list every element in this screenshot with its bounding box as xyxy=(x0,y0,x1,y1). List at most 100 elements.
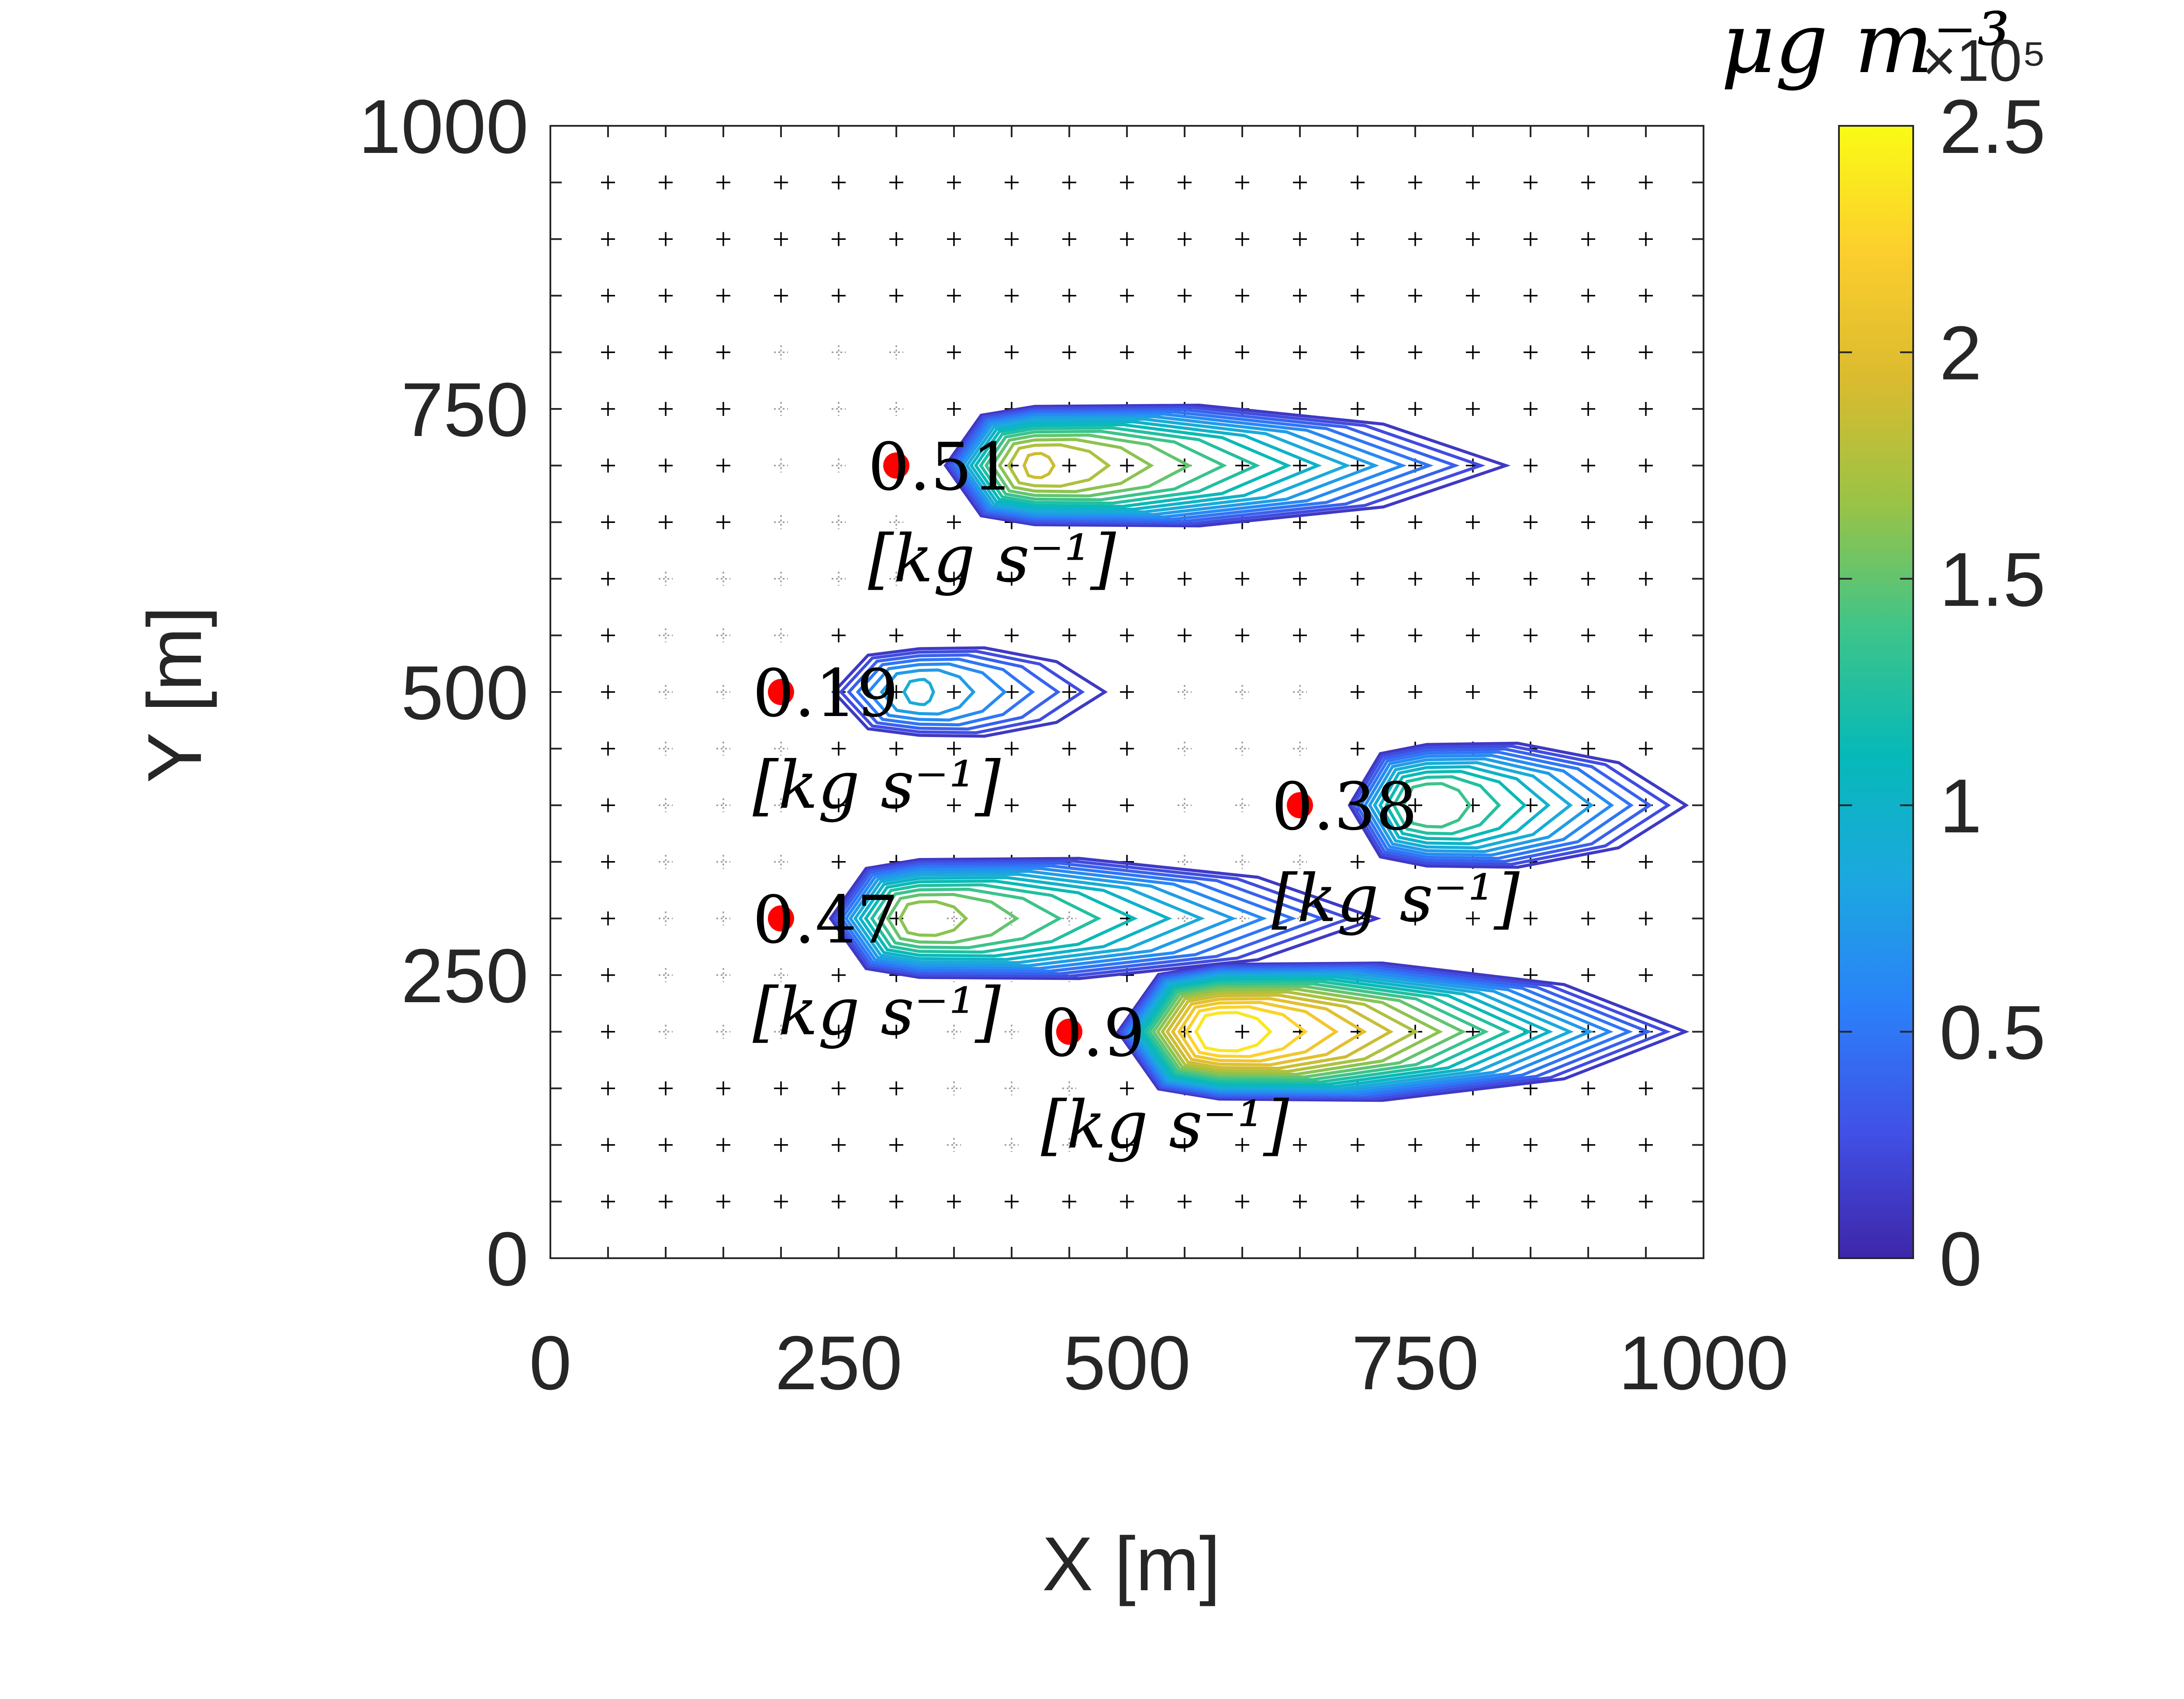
contour-line xyxy=(1402,782,1472,829)
wind-marker xyxy=(1466,911,1480,926)
contour-line xyxy=(1124,967,1633,1097)
wind-marker xyxy=(1062,288,1076,303)
x-tick-label: 500 xyxy=(1063,1321,1191,1406)
wind-marker xyxy=(1581,1081,1595,1096)
wind-marker xyxy=(947,571,961,586)
wind-marker xyxy=(1466,232,1480,246)
wind-marker xyxy=(1639,515,1653,529)
contour-line xyxy=(943,403,1511,528)
wind-marker xyxy=(832,175,846,190)
wind-marker xyxy=(1062,685,1076,699)
wind-marker xyxy=(889,798,903,813)
contour-line xyxy=(1351,744,1671,866)
wind-marker xyxy=(1466,288,1480,303)
wind-marker xyxy=(1466,1194,1480,1209)
wind-marker xyxy=(1408,402,1422,416)
wind-marker xyxy=(832,798,846,813)
wind-marker xyxy=(1293,232,1307,246)
wind-marker xyxy=(601,911,615,926)
contour-line xyxy=(950,408,1460,523)
x-tick-labels: 0 250 500 750 1000 xyxy=(529,1321,1788,1406)
wind-marker xyxy=(1524,571,1538,586)
wind-marker xyxy=(1408,1194,1422,1209)
wind-marker xyxy=(1639,628,1653,643)
wind-marker xyxy=(1581,968,1595,982)
wind-marker xyxy=(659,1194,673,1209)
contour-line xyxy=(880,668,976,716)
wind-marker xyxy=(1351,288,1365,303)
wind-marker xyxy=(601,1081,615,1096)
wind-marker xyxy=(1524,685,1538,699)
wind-marker xyxy=(601,345,615,360)
wind-marker xyxy=(1408,628,1422,643)
wind-marker xyxy=(716,515,730,529)
contour-line xyxy=(1133,973,1574,1090)
wind-marker xyxy=(832,968,846,982)
wind-marker xyxy=(659,232,673,246)
wind-marker xyxy=(1178,1138,1192,1152)
wind-marker xyxy=(1178,175,1192,190)
colorbar-ticks: 0 0.5 1 1.5 2 2.5 xyxy=(1839,84,2046,1302)
wind-marker xyxy=(832,1194,846,1209)
wind-marker xyxy=(774,1138,788,1152)
wind-marker xyxy=(1524,345,1538,360)
source-unit-label: [kg s⁻¹] xyxy=(1272,861,1520,937)
contour-line xyxy=(984,429,1227,502)
contour-line xyxy=(877,887,1063,949)
wind-marker xyxy=(1235,458,1249,473)
source-rate-label: 0.38 xyxy=(1272,769,1417,845)
wind-marker xyxy=(1408,1138,1422,1152)
contour-line xyxy=(998,438,1154,493)
wind-marker xyxy=(601,402,615,416)
wind-marker xyxy=(832,288,846,303)
source-unit-label: [kg s⁻¹] xyxy=(753,974,1001,1050)
source-rate-label: 0.19 xyxy=(753,656,898,732)
wind-marker xyxy=(1351,685,1365,699)
wind-marker xyxy=(1408,515,1422,529)
wind-marker xyxy=(1235,628,1249,643)
wind-marker xyxy=(1639,458,1653,473)
wind-marker xyxy=(716,1138,730,1152)
wind-marker xyxy=(947,515,961,529)
contour-line xyxy=(1165,993,1394,1070)
wind-marker xyxy=(1408,345,1422,360)
wind-marker xyxy=(1581,288,1595,303)
emission-sources: 0.51 [kg s⁻¹] 0.19 [kg s⁻¹] 0.38 [kg s⁻¹] 0.47… xyxy=(753,429,1520,1163)
wind-marker xyxy=(774,288,788,303)
wind-marker xyxy=(889,175,903,190)
wind-marker xyxy=(1639,741,1653,756)
wind-marker xyxy=(1639,175,1653,190)
wind-marker xyxy=(659,1081,673,1096)
contour-line xyxy=(832,646,1108,738)
wind-marker xyxy=(1524,515,1538,529)
wind-marker xyxy=(1408,571,1422,586)
contour-line xyxy=(836,862,1326,976)
wind-marker xyxy=(716,1081,730,1096)
wind-marker xyxy=(889,1081,903,1096)
wind-marker xyxy=(1235,1024,1249,1039)
wind-marker xyxy=(1639,345,1653,360)
wind-marker xyxy=(601,1138,615,1152)
plot-area: 0.51 [kg s⁻¹] 0.19 [kg s⁻¹] 0.38 [kg s⁻¹] 0.47… xyxy=(549,125,1704,1259)
wind-marker xyxy=(1120,232,1134,246)
wind-marker xyxy=(1062,741,1076,756)
wind-marker xyxy=(716,402,730,416)
wind-marker xyxy=(1408,911,1422,926)
wind-marker xyxy=(1639,1194,1653,1209)
wind-marker xyxy=(1120,345,1134,360)
contour-line xyxy=(1355,747,1653,863)
wind-marker xyxy=(832,1081,846,1096)
wind-marker xyxy=(1235,1138,1249,1152)
source-rate-label: 0.47 xyxy=(753,882,898,958)
wind-marker xyxy=(601,1194,615,1209)
wind-marker xyxy=(832,741,846,756)
wind-marker xyxy=(659,458,673,473)
wind-marker xyxy=(601,741,615,756)
y-tick-label: 250 xyxy=(401,934,529,1019)
contour-line xyxy=(1373,761,1573,850)
contour-line xyxy=(839,650,1085,734)
wind-marker xyxy=(1581,855,1595,869)
wind-marker xyxy=(889,685,903,699)
wind-marker xyxy=(1005,175,1019,190)
wind-marker xyxy=(1062,798,1076,813)
